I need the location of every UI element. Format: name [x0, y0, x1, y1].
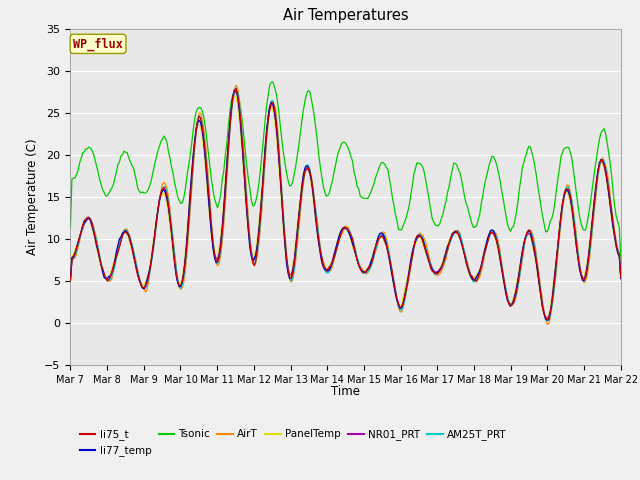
Title: Air Temperatures: Air Temperatures: [283, 9, 408, 24]
Text: WP_flux: WP_flux: [73, 37, 123, 50]
Y-axis label: Air Temperature (C): Air Temperature (C): [26, 139, 39, 255]
X-axis label: Time: Time: [331, 384, 360, 397]
Legend: li75_t, li77_temp, Tsonic, AirT, PanelTemp, NR01_PRT, AM25T_PRT: li75_t, li77_temp, Tsonic, AirT, PanelTe…: [76, 425, 511, 460]
